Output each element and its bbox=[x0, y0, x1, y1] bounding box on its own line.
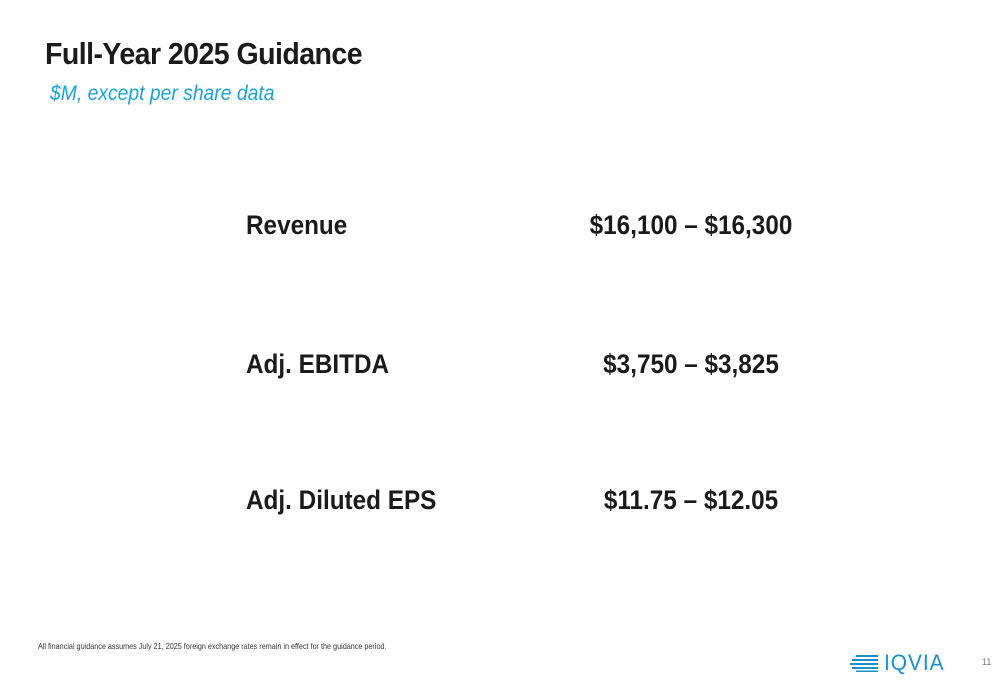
guidance-value: $11.75 – $12.05 bbox=[603, 485, 779, 515]
guidance-label: Adj. Diluted EPS bbox=[246, 485, 437, 515]
page-number: 11 bbox=[982, 657, 992, 667]
guidance-row-eps: Adj. Diluted EPS $11.75 – $12.05 bbox=[0, 485, 1000, 525]
guidance-value: $3,750 – $3,825 bbox=[603, 349, 779, 379]
iqvia-stripes-icon bbox=[850, 655, 878, 672]
slide-title: Full-Year 2025 Guidance bbox=[45, 36, 363, 71]
guidance-value: $16,100 – $16,300 bbox=[589, 210, 793, 240]
logo-text: IQVIA bbox=[884, 650, 945, 675]
slide-subtitle: $M, except per share data bbox=[50, 82, 275, 105]
guidance-row-ebitda: Adj. EBITDA $3,750 – $3,825 bbox=[0, 349, 1000, 389]
footnote: All financial guidance assumes July 21, … bbox=[38, 641, 387, 651]
guidance-label: Adj. EBITDA bbox=[246, 349, 390, 379]
guidance-label: Revenue bbox=[246, 210, 348, 240]
guidance-row-revenue: Revenue $16,100 – $16,300 bbox=[0, 210, 1000, 250]
iqvia-logo: IQVIA bbox=[850, 650, 948, 675]
